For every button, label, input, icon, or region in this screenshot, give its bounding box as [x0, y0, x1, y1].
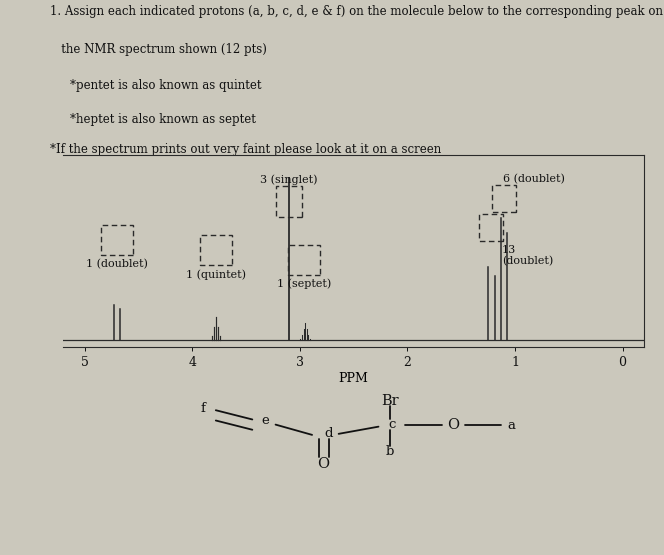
Text: d: d — [325, 427, 333, 440]
Bar — [276, 186, 302, 217]
Text: e: e — [262, 414, 270, 427]
Text: *pentet is also known as quintet: *pentet is also known as quintet — [70, 79, 261, 92]
Bar — [101, 225, 133, 255]
X-axis label: PPM: PPM — [339, 372, 369, 385]
Text: 1 (septet): 1 (septet) — [277, 279, 331, 289]
Text: O: O — [317, 457, 329, 471]
Text: f: f — [200, 402, 205, 415]
Bar — [479, 214, 503, 241]
Text: a: a — [507, 418, 515, 432]
Bar — [288, 245, 320, 275]
Text: 3 (singlet): 3 (singlet) — [260, 175, 318, 185]
Text: Br: Br — [381, 394, 398, 408]
Text: O: O — [447, 418, 459, 432]
Text: c: c — [388, 418, 396, 431]
Text: 1 (quintet): 1 (quintet) — [186, 269, 246, 280]
Bar — [200, 235, 232, 265]
Text: b: b — [386, 445, 394, 458]
Text: *If the spectrum prints out very faint please look at it on a screen: *If the spectrum prints out very faint p… — [50, 143, 441, 157]
Text: 1 (doublet): 1 (doublet) — [86, 259, 148, 269]
Text: *heptet is also known as septet: *heptet is also known as septet — [70, 113, 256, 126]
Text: the NMR spectrum shown (12 pts): the NMR spectrum shown (12 pts) — [50, 43, 267, 56]
Bar — [493, 185, 516, 213]
Text: 13
(doublet): 13 (doublet) — [502, 245, 553, 266]
Text: 1. Assign each indicated protons (a, b, c, d, e & f) on the molecule below to th: 1. Assign each indicated protons (a, b, … — [50, 4, 663, 18]
Text: 6 (doublet): 6 (doublet) — [503, 174, 565, 185]
